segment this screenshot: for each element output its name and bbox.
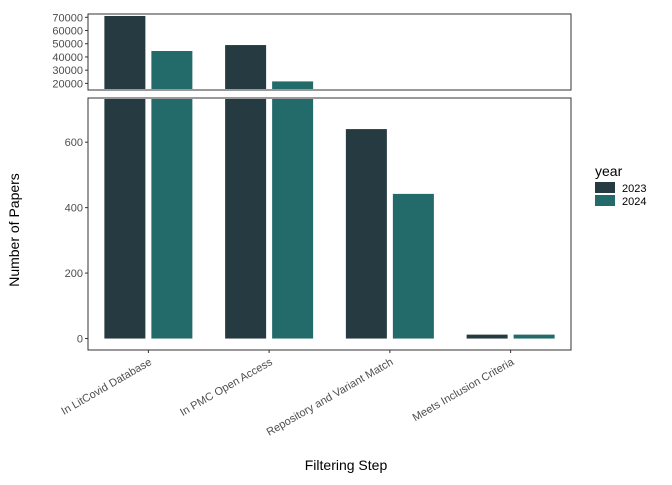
upper-y-tick-label: 40000 (52, 52, 83, 64)
upper-y-tick-label: 30000 (52, 65, 83, 77)
legend-title: year (595, 163, 623, 179)
bar-2023-1-upper (104, 15, 146, 90)
legend-label-2023: 2023 (622, 183, 646, 195)
x-tick-label: Repository and Variant Match (265, 356, 396, 438)
x-axis: In LitCovid Database In PMC Open AccessRe… (59, 350, 517, 439)
bar-2024-2-lower (272, 99, 314, 339)
bar-2023-2-lower (225, 99, 267, 339)
x-tick-label: Meets Inclusion Criteria (411, 356, 517, 424)
legend-label-2024: 2024 (622, 196, 646, 208)
legend-swatch-2023 (595, 182, 615, 193)
y-axis-title: Number of Papers (6, 173, 22, 287)
x-tick-label: In LitCovid Database (59, 356, 153, 417)
upper-panel-frame (87, 13, 572, 91)
lower-y-tick-label: 400 (65, 203, 83, 215)
lower-y-tick-label: 0 (77, 334, 83, 346)
bar-2023-2-upper (225, 45, 267, 89)
upper-y-tick-label: 70000 (52, 12, 83, 24)
x-tick-label: In PMC Open Access (178, 356, 275, 419)
bar-2024-2-upper (272, 81, 314, 89)
lower-y-tick-label: 600 (65, 137, 83, 149)
bar-2023-3-lower (345, 129, 387, 339)
lower-panel: 0 200 400 600 (65, 97, 572, 351)
lower-panel-frame (87, 97, 572, 351)
upper-y-tick-label: 60000 (52, 26, 83, 38)
upper-y-tick-label: 50000 (52, 39, 83, 51)
bar-2024-1-upper (151, 51, 193, 89)
x-axis-title: Filtering Step (305, 457, 388, 473)
bar-2024-4-lower (513, 334, 555, 339)
bar-2023-1-lower (104, 99, 146, 339)
legend-swatch-2024 (595, 195, 615, 206)
bar-2024-1-lower (151, 99, 193, 339)
upper-y-tick-label: 20000 (52, 78, 83, 90)
bar-2023-4-lower (466, 334, 508, 339)
bar-2024-3-lower (392, 193, 434, 339)
lower-y-tick-label: 200 (65, 268, 83, 280)
